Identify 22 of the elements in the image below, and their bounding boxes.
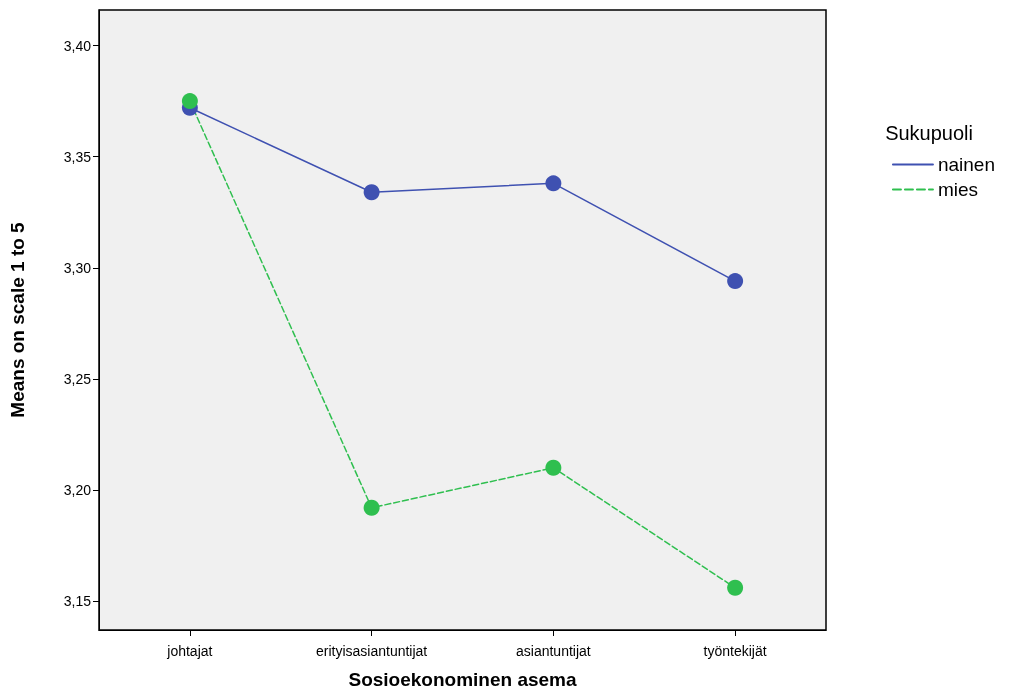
point xyxy=(727,579,744,596)
y-tick-label: 3,25 xyxy=(63,370,92,387)
y-tick-label: 3,30 xyxy=(63,259,92,276)
point xyxy=(363,499,380,516)
point xyxy=(545,175,562,192)
legend-label: mies xyxy=(937,179,979,200)
x-axis-title: Sosioekonominen asema xyxy=(348,669,577,690)
point xyxy=(181,93,198,110)
y-tick-label: 3,15 xyxy=(63,593,92,610)
y-tick-label: 3,20 xyxy=(63,482,92,498)
x-tick-label: asiantuntijat xyxy=(516,643,591,659)
x-tick-label: erityisasiantuntijat xyxy=(315,643,428,659)
y-tick-label: 3,40 xyxy=(63,37,92,54)
legend-title: Sukupuoli xyxy=(885,122,973,144)
y-axis-title: Means on scale 1 to 5 xyxy=(7,221,28,418)
point xyxy=(727,273,744,290)
x-tick-label: johtajat xyxy=(166,643,213,659)
point xyxy=(363,184,380,201)
point xyxy=(545,459,562,476)
legend-label: nainen xyxy=(937,154,996,175)
y-tick-label: 3,35 xyxy=(63,148,92,165)
x-tick-label: työntekijät xyxy=(703,643,767,659)
